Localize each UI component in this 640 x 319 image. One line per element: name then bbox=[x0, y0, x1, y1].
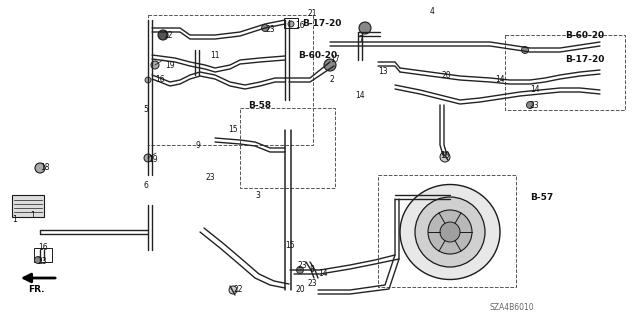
Circle shape bbox=[145, 77, 151, 83]
Circle shape bbox=[35, 256, 42, 263]
Text: B-60-20: B-60-20 bbox=[565, 31, 604, 40]
Text: 3: 3 bbox=[255, 190, 260, 199]
Text: 22: 22 bbox=[233, 286, 243, 294]
Text: B-58: B-58 bbox=[248, 100, 271, 109]
Text: 18: 18 bbox=[40, 164, 49, 173]
Text: 14: 14 bbox=[495, 76, 504, 85]
Circle shape bbox=[415, 197, 485, 267]
Circle shape bbox=[324, 59, 336, 71]
Text: 1: 1 bbox=[30, 211, 35, 219]
Circle shape bbox=[262, 25, 269, 32]
Circle shape bbox=[229, 286, 237, 294]
Text: B-17-20: B-17-20 bbox=[565, 56, 604, 64]
Text: 23: 23 bbox=[308, 278, 317, 287]
Text: 2: 2 bbox=[330, 76, 335, 85]
Text: 11: 11 bbox=[210, 50, 220, 60]
Text: 13: 13 bbox=[378, 68, 388, 77]
Text: 5: 5 bbox=[143, 106, 148, 115]
Bar bbox=[240, 108, 335, 188]
Text: FR.: FR. bbox=[28, 286, 45, 294]
Text: SZA4B6010: SZA4B6010 bbox=[490, 303, 534, 313]
Text: 15: 15 bbox=[228, 125, 237, 135]
Text: 6: 6 bbox=[143, 181, 148, 189]
Circle shape bbox=[359, 22, 371, 34]
Circle shape bbox=[151, 61, 159, 69]
Text: 23: 23 bbox=[298, 261, 308, 270]
Text: 1: 1 bbox=[12, 216, 17, 225]
Bar bbox=[505, 35, 625, 110]
Bar bbox=[148, 15, 313, 145]
Text: 16: 16 bbox=[38, 243, 47, 253]
Circle shape bbox=[440, 152, 450, 162]
Text: 15: 15 bbox=[285, 241, 294, 250]
Text: 19: 19 bbox=[148, 155, 157, 165]
Circle shape bbox=[288, 21, 294, 27]
Text: 14: 14 bbox=[530, 85, 540, 94]
Text: 16: 16 bbox=[295, 20, 305, 29]
Text: 23: 23 bbox=[205, 174, 214, 182]
Text: 23: 23 bbox=[265, 26, 275, 34]
Text: 16: 16 bbox=[155, 76, 164, 85]
Text: 23: 23 bbox=[37, 257, 47, 266]
Text: 14: 14 bbox=[355, 91, 365, 100]
Circle shape bbox=[158, 30, 168, 40]
Bar bbox=[284, 18, 298, 28]
Circle shape bbox=[296, 266, 303, 273]
Text: 14: 14 bbox=[318, 269, 328, 278]
Circle shape bbox=[428, 210, 472, 254]
Text: 20: 20 bbox=[442, 70, 452, 79]
Text: 19: 19 bbox=[165, 61, 175, 70]
Text: 21: 21 bbox=[307, 9, 317, 18]
Bar bbox=[12, 195, 44, 217]
Bar bbox=[34, 248, 52, 262]
Text: B-60-20: B-60-20 bbox=[298, 50, 337, 60]
Ellipse shape bbox=[400, 184, 500, 279]
Text: B-17-20: B-17-20 bbox=[302, 19, 341, 28]
Circle shape bbox=[440, 222, 460, 242]
Text: 9: 9 bbox=[195, 140, 200, 150]
Text: B-57: B-57 bbox=[530, 194, 553, 203]
Text: 7: 7 bbox=[358, 35, 363, 44]
Text: 10: 10 bbox=[440, 151, 450, 160]
Text: 17: 17 bbox=[330, 56, 340, 64]
Circle shape bbox=[522, 47, 529, 54]
Text: 20: 20 bbox=[295, 286, 305, 294]
Circle shape bbox=[144, 154, 152, 162]
Circle shape bbox=[527, 101, 534, 108]
Text: 12: 12 bbox=[163, 31, 173, 40]
Text: 4: 4 bbox=[430, 8, 435, 17]
Text: 8: 8 bbox=[310, 265, 315, 275]
Text: 23: 23 bbox=[530, 100, 540, 109]
Bar bbox=[378, 175, 516, 287]
Circle shape bbox=[35, 163, 45, 173]
